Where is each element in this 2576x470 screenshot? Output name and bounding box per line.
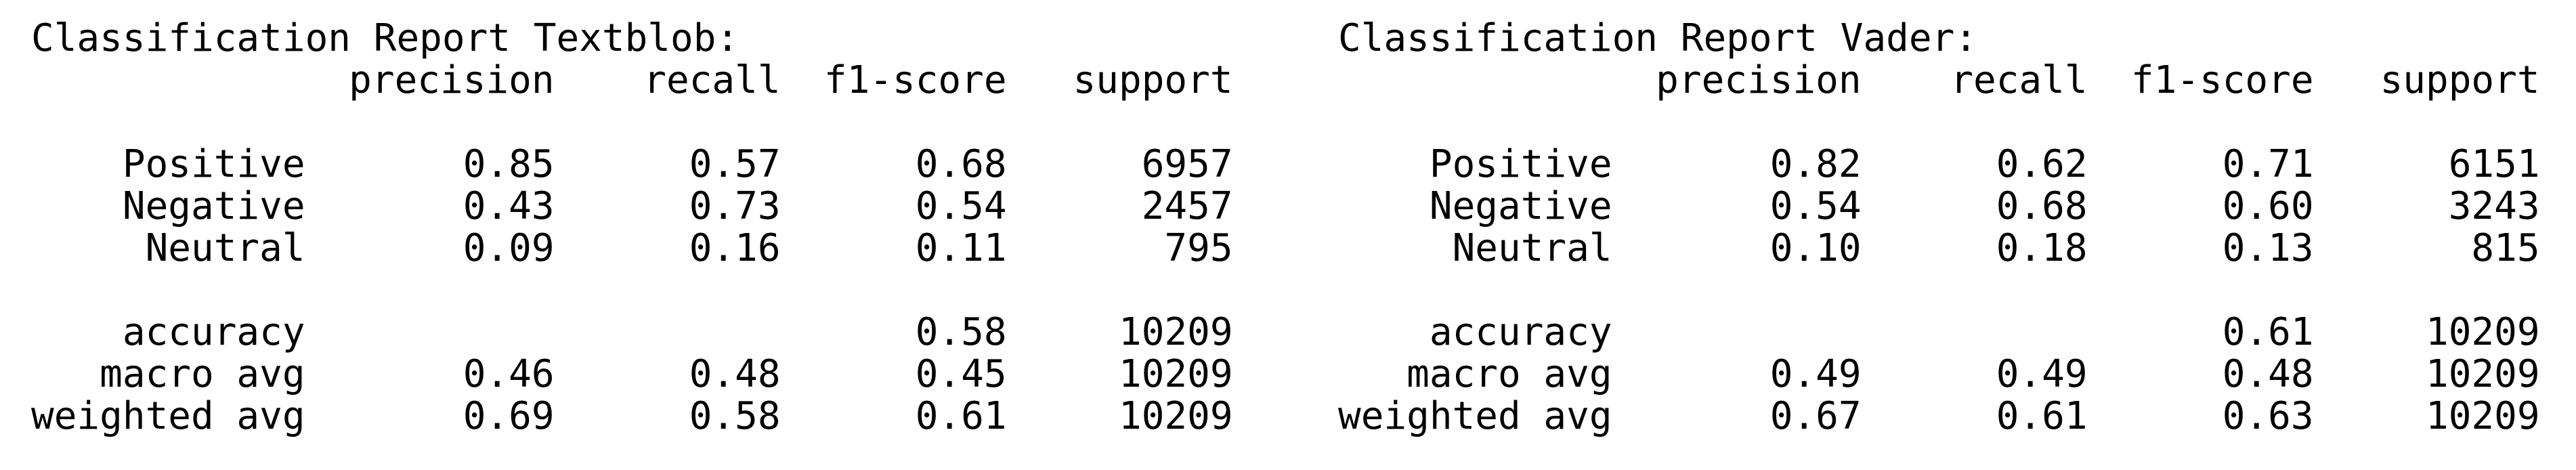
summary-row: macro avg 0.46 0.48 0.45 10209 [31, 352, 1233, 396]
precision-cell: 0.43 [463, 184, 555, 228]
recall-cell: 0.58 [689, 394, 781, 438]
recall-cell: 0.18 [1996, 226, 2088, 270]
row-label: Negative [122, 184, 305, 228]
support-header: support [2380, 58, 2540, 102]
recall-cell [555, 312, 781, 354]
precision-cell [305, 312, 555, 354]
row-label: Positive [122, 142, 305, 186]
table-row: Positive 0.85 0.57 0.68 6957 [31, 144, 1233, 186]
row-label: Positive [1429, 142, 1612, 186]
support-cell: 6151 [2448, 142, 2540, 186]
row-label: weighted avg [1338, 394, 1612, 438]
precision-cell: 0.49 [1769, 352, 1862, 396]
support-cell: 6957 [1141, 142, 1233, 186]
precision-header: precision [1656, 58, 1862, 102]
precision-cell: 0.82 [1769, 142, 1862, 186]
f1-cell: 0.63 [2222, 394, 2314, 438]
table-row: Positive 0.82 0.62 0.71 6151 [1338, 144, 2540, 186]
blank-row [1338, 102, 2540, 144]
table-row: Negative 0.54 0.68 0.60 3243 [1338, 186, 2540, 228]
report-title: Classification Report Vader: [1338, 16, 1978, 60]
recall-header: recall [643, 58, 781, 102]
row-label: accuracy [1429, 310, 1612, 354]
support-cell: 10209 [1119, 352, 1233, 396]
label-header [31, 60, 305, 102]
support-cell: 2457 [1141, 184, 1233, 228]
precision-cell: 0.54 [1769, 184, 1862, 228]
support-cell: 3243 [2448, 184, 2540, 228]
recall-cell: 0.49 [1996, 352, 2088, 396]
table-row: Negative 0.43 0.73 0.54 2457 [31, 186, 1233, 228]
f1-cell: 0.61 [915, 394, 1007, 438]
f1-cell: 0.61 [2222, 310, 2314, 354]
f1-header: f1-score [823, 58, 1007, 102]
recall-cell: 0.57 [689, 142, 781, 186]
recall-cell: 0.68 [1996, 184, 2088, 228]
blank-row [1338, 270, 2540, 312]
report-vader: Classification Report Vader: precision r… [1338, 16, 2557, 437]
support-cell: 10209 [2426, 352, 2540, 396]
f1-header: f1-score [2130, 58, 2314, 102]
support-cell: 795 [1164, 226, 1233, 270]
support-cell: 10209 [1119, 394, 1233, 438]
summary-row: accuracy 0.58 10209 [31, 312, 1233, 354]
precision-header: precision [349, 58, 555, 102]
f1-cell: 0.68 [915, 142, 1007, 186]
classification-table: precision recall f1-score support Positi… [1338, 60, 2540, 437]
recall-cell [1862, 312, 2088, 354]
header-row: precision recall f1-score support [31, 58, 1233, 102]
blank-row [31, 270, 1233, 312]
table-row: Neutral 0.10 0.18 0.13 815 [1338, 228, 2540, 270]
f1-cell: 0.54 [915, 184, 1007, 228]
precision-cell: 0.10 [1769, 226, 1862, 270]
summary-row: accuracy 0.61 10209 [1338, 312, 2540, 354]
row-label: macro avg [100, 352, 305, 396]
label-header [1338, 60, 1612, 102]
precision-cell: 0.09 [463, 226, 555, 270]
precision-cell [1612, 312, 1862, 354]
recall-cell: 0.61 [1996, 394, 2088, 438]
support-header: support [1073, 58, 1233, 102]
summary-row: macro avg 0.49 0.49 0.48 10209 [1338, 352, 2540, 396]
blank-row [31, 102, 1233, 144]
recall-cell: 0.73 [689, 184, 781, 228]
f1-cell: 0.48 [2222, 352, 2314, 396]
support-cell: 815 [2471, 226, 2540, 270]
precision-cell: 0.69 [463, 394, 555, 438]
precision-cell: 0.85 [463, 142, 555, 186]
f1-cell: 0.11 [915, 226, 1007, 270]
support-cell: 10209 [1119, 310, 1233, 354]
row-label: macro avg [1407, 352, 1612, 396]
recall-header: recall [1950, 58, 2088, 102]
recall-cell: 0.62 [1996, 142, 2088, 186]
report-textblob: Classification Report Textblob: precisio… [31, 16, 1250, 437]
recall-cell: 0.16 [689, 226, 781, 270]
precision-cell: 0.46 [463, 352, 555, 396]
support-cell: 10209 [2426, 394, 2540, 438]
summary-row: weighted avg 0.69 0.58 0.61 10209 [31, 396, 1233, 437]
f1-cell: 0.71 [2222, 142, 2314, 186]
recall-cell: 0.48 [689, 352, 781, 396]
header-row: precision recall f1-score support [1338, 58, 2540, 102]
f1-cell: 0.58 [915, 310, 1007, 354]
row-label: accuracy [122, 310, 305, 354]
row-label: Neutral [145, 226, 305, 270]
table-row: Neutral 0.09 0.16 0.11 795 [31, 228, 1233, 270]
precision-cell: 0.67 [1769, 394, 1862, 438]
f1-cell: 0.45 [915, 352, 1007, 396]
row-label: Negative [1429, 184, 1612, 228]
f1-cell: 0.60 [2222, 184, 2314, 228]
summary-row: weighted avg 0.67 0.61 0.63 10209 [1338, 396, 2540, 437]
row-label: Neutral [1452, 226, 1612, 270]
report-title: Classification Report Textblob: [31, 16, 739, 60]
classification-table: precision recall f1-score support Positi… [31, 60, 1233, 437]
f1-cell: 0.13 [2222, 226, 2314, 270]
support-cell: 10209 [2426, 310, 2540, 354]
row-label: weighted avg [31, 394, 305, 438]
